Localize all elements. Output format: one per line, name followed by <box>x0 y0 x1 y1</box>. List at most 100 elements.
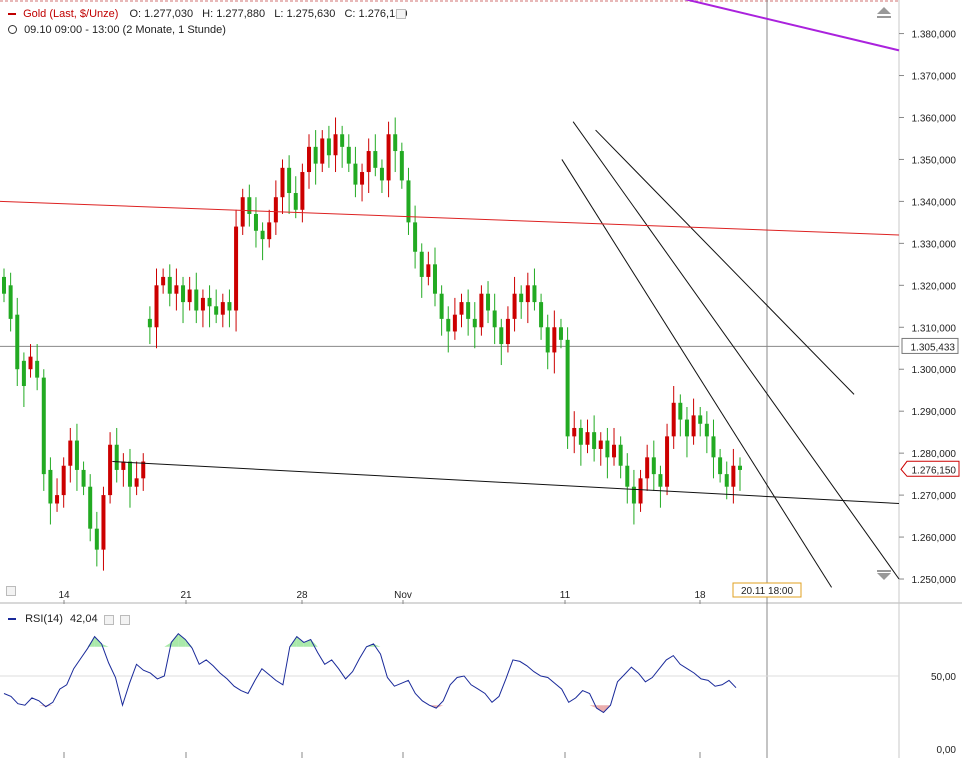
y-tick-label: 1.330,000 <box>912 239 957 250</box>
candle-body <box>340 134 345 147</box>
rsi-color-icon <box>8 618 16 621</box>
high-value: H: 1.277,880 <box>202 8 266 20</box>
candle-body <box>651 457 656 475</box>
candle-body <box>665 436 670 487</box>
candle-body <box>505 318 510 345</box>
candle-body <box>55 495 60 504</box>
range-row: 09.10 09:00 - 13:00 (2 Monate, 1 Stunde) <box>8 24 226 36</box>
candle-body <box>21 360 26 387</box>
candle-body <box>472 318 477 328</box>
rsi-overbought-fill <box>303 639 311 647</box>
x-tick-label: 11 <box>560 590 571 601</box>
low-value: L: 1.275,630 <box>274 8 336 20</box>
candle-body <box>492 310 497 328</box>
y-tick-label: 1.360,000 <box>912 113 957 124</box>
horizontal-price-box <box>901 337 959 354</box>
candle-body <box>200 297 205 311</box>
candle-body <box>658 474 663 487</box>
candle-body <box>346 146 351 164</box>
x-tick-label: 14 <box>58 590 70 601</box>
candle-body <box>121 461 126 470</box>
rsi-oversold-fill <box>589 705 597 709</box>
crosshair-date-label: 20.11 18:00 <box>741 586 794 597</box>
candle-body <box>499 327 504 345</box>
rsi-value: 42,04 <box>70 613 98 625</box>
candle-body <box>8 285 13 319</box>
candle-body <box>326 138 331 156</box>
header-settings-icon[interactable] <box>396 9 406 19</box>
candle-body <box>419 251 424 277</box>
candle-body <box>711 436 716 458</box>
candle-body <box>539 302 544 328</box>
candle-body <box>2 276 6 294</box>
rsi-close-icon[interactable] <box>120 615 130 625</box>
candle-body <box>572 427 577 437</box>
candle-body <box>671 402 676 437</box>
candle-body <box>214 306 219 315</box>
candle-body <box>273 197 278 223</box>
y-tick-label: 1.310,000 <box>912 323 957 334</box>
candle-body <box>360 172 365 185</box>
candle-body <box>698 415 703 424</box>
x-tick-label: Nov <box>394 590 412 601</box>
candle-body <box>28 356 33 370</box>
candle-body <box>207 297 212 307</box>
y-tick-label: 1.370,000 <box>912 72 957 83</box>
candle-body <box>194 289 199 311</box>
last-price-label: 1.276,150 <box>912 465 957 476</box>
last-price-box <box>900 460 960 477</box>
candle-body <box>466 302 471 319</box>
range-text: 09.10 09:00 - 13:00 (2 Monate, 1 Stunde) <box>24 24 226 36</box>
candle-body <box>452 314 457 332</box>
candle-body <box>313 146 318 164</box>
candle-body <box>181 285 186 303</box>
x-tick-label: 28 <box>296 590 308 601</box>
rsi-settings-icon[interactable] <box>104 615 114 625</box>
y-tick-label: 1.350,000 <box>912 155 957 166</box>
clock-icon <box>8 25 17 34</box>
candle-body <box>691 415 696 437</box>
candle-body <box>174 285 179 294</box>
candle-body <box>48 469 53 504</box>
candle-body <box>366 151 371 173</box>
y-tick-label: 1.270,000 <box>912 491 957 502</box>
candle-body <box>426 264 431 277</box>
x-tick-label: 18 <box>694 590 706 601</box>
candle-body <box>260 230 265 240</box>
rsi-overbought-fill <box>164 642 172 647</box>
rsi-overbought-fill <box>310 639 318 647</box>
candle-body <box>678 402 683 420</box>
candle-body <box>220 302 225 315</box>
candle-body <box>61 465 66 496</box>
candle-body <box>234 226 239 311</box>
scroll-up-icon <box>877 7 891 14</box>
candle-body <box>738 465 742 470</box>
candle-body <box>393 134 398 152</box>
candle-body <box>333 134 338 156</box>
expand-icon[interactable] <box>6 586 16 596</box>
rsi-header: RSI(14) 42,04 <box>8 613 98 625</box>
candle-body <box>618 444 623 466</box>
candle-body <box>94 528 99 550</box>
candle-body <box>88 486 93 529</box>
candle-body <box>399 151 404 181</box>
candle-body <box>307 146 312 173</box>
channel-lower-line <box>561 159 832 588</box>
candle-body <box>598 440 603 449</box>
y-tick-label: 1.380,000 <box>912 30 957 41</box>
y-tick-label: 1.320,000 <box>912 281 957 292</box>
candle-body <box>247 197 252 214</box>
rsi-overbought-fill <box>178 633 186 647</box>
candle-body <box>724 474 729 487</box>
candle-body <box>353 163 358 185</box>
candle-body <box>406 180 411 223</box>
upper-channel-line <box>595 129 855 395</box>
rsi-oversold-fill <box>596 705 604 713</box>
y-tick-label: 1.260,000 <box>912 533 957 544</box>
candle-body <box>141 461 146 479</box>
candle-body <box>127 461 132 487</box>
candle-body <box>101 495 106 550</box>
candle-body <box>486 293 491 311</box>
